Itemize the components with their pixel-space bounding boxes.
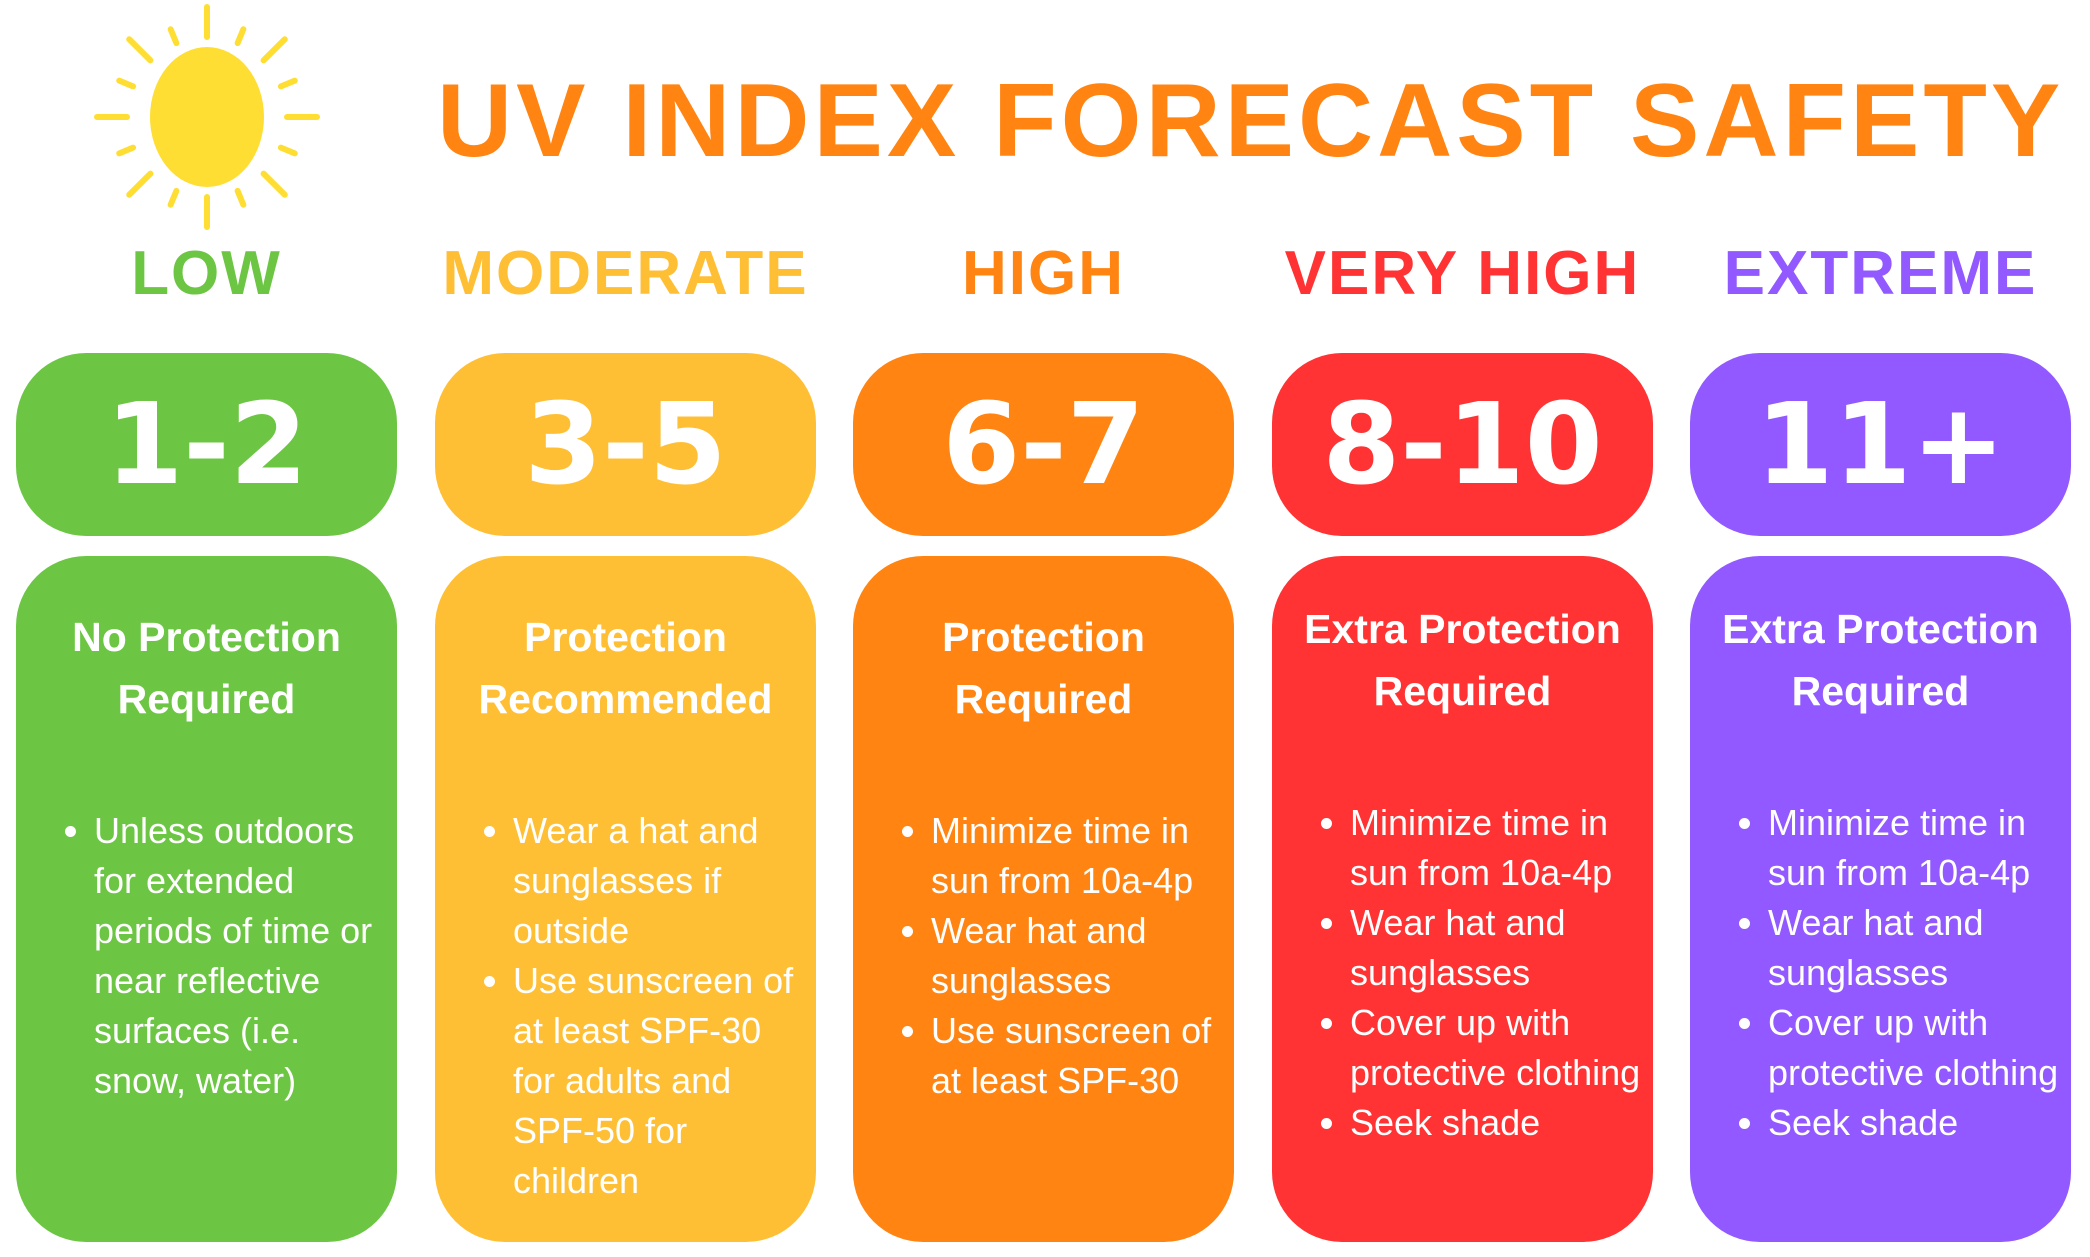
tip-item: Use sunscreen of at least SPF-30 for adu… bbox=[513, 956, 806, 1206]
tip-item: Wear hat and sunglasses bbox=[1350, 898, 1643, 998]
uv-level-high: HIGH 6-7 Protection Required Minimize ti… bbox=[853, 0, 1234, 1257]
advice-card: Protection Recommended Wear a hat and su… bbox=[435, 556, 816, 1242]
advice-card: Extra Protection Required Minimize time … bbox=[1272, 556, 1653, 1242]
category-label: HIGH bbox=[962, 239, 1125, 308]
advice-card: Extra Protection Required Minimize time … bbox=[1690, 556, 2071, 1242]
sun-ray bbox=[116, 144, 137, 157]
range-pill: 3-5 bbox=[435, 353, 816, 536]
uv-level-very_high: VERY HIGH 8-10 Extra Protection Required… bbox=[1272, 0, 1653, 1257]
uv-level-low: LOW 1-2 No Protection Required Unless ou… bbox=[16, 0, 397, 1257]
tip-item: Wear hat and sunglasses bbox=[931, 906, 1224, 1006]
tip-item: Unless outdoors for extended periods of … bbox=[94, 806, 387, 1106]
tip-item: Use sunscreen of at least SPF-30 bbox=[931, 1006, 1224, 1106]
range-pill: 8-10 bbox=[1272, 353, 1653, 536]
page-title: UV INDEX FORECAST SAFETY bbox=[437, 63, 2065, 179]
category-label: VERY HIGH bbox=[1284, 239, 1641, 308]
tip-item: Minimize time in sun from 10a-4p bbox=[1768, 798, 2061, 898]
card-heading: Protection Recommended bbox=[478, 614, 773, 722]
sun-ray bbox=[234, 26, 247, 47]
tip-item: Seek shade bbox=[1768, 1098, 2061, 1148]
category-label: LOW bbox=[131, 239, 282, 308]
sun-ray bbox=[260, 36, 288, 64]
range-pill: 11+ bbox=[1690, 353, 2071, 536]
sun-ray bbox=[116, 77, 137, 90]
sun-ray bbox=[260, 170, 288, 198]
range-pill: 1-2 bbox=[16, 353, 397, 536]
tips-list: Unless outdoors for extended periods of … bbox=[16, 806, 397, 1106]
sun-ray bbox=[167, 26, 180, 47]
tips-list: Wear a hat and sunglasses if outsideUse … bbox=[435, 806, 816, 1206]
sun-ray bbox=[126, 36, 154, 64]
tip-item: Minimize time in sun from 10a-4p bbox=[931, 806, 1224, 906]
tip-item: Cover up with protective clothing bbox=[1768, 998, 2061, 1098]
sun-ray bbox=[277, 77, 298, 90]
card-heading: Extra Protection Required bbox=[1722, 606, 2039, 714]
category-label: MODERATE bbox=[442, 239, 809, 308]
tips-list: Minimize time in sun from 10a-4pWear hat… bbox=[1690, 798, 2071, 1148]
uv-level-extreme: EXTREME 11+ Extra Protection Required Mi… bbox=[1690, 0, 2071, 1257]
sun-disc bbox=[150, 47, 264, 187]
card-heading: No Protection Required bbox=[72, 614, 341, 722]
tip-item: Wear hat and sunglasses bbox=[1768, 898, 2061, 998]
advice-card: No Protection Required Unless outdoors f… bbox=[16, 556, 397, 1242]
advice-card: Protection Required Minimize time in sun… bbox=[853, 556, 1234, 1242]
tip-item: Seek shade bbox=[1350, 1098, 1643, 1148]
sun-icon bbox=[94, 4, 320, 230]
tip-item: Minimize time in sun from 10a-4p bbox=[1350, 798, 1643, 898]
card-heading: Protection Required bbox=[942, 614, 1145, 722]
tip-item: Cover up with protective clothing bbox=[1350, 998, 1643, 1098]
sun-ray bbox=[167, 187, 180, 208]
sun-ray bbox=[277, 144, 298, 157]
range-pill: 6-7 bbox=[853, 353, 1234, 536]
card-heading: Extra Protection Required bbox=[1304, 606, 1621, 714]
category-label: EXTREME bbox=[1723, 239, 2038, 308]
uv-level-moderate: MODERATE 3-5 Protection Recommended Wear… bbox=[435, 0, 816, 1257]
tips-list: Minimize time in sun from 10a-4pWear hat… bbox=[1272, 798, 1653, 1148]
tip-item: Wear a hat and sunglasses if outside bbox=[513, 806, 806, 956]
tips-list: Minimize time in sun from 10a-4pWear hat… bbox=[853, 806, 1234, 1106]
sun-ray bbox=[126, 170, 154, 198]
sun-ray bbox=[234, 187, 247, 208]
